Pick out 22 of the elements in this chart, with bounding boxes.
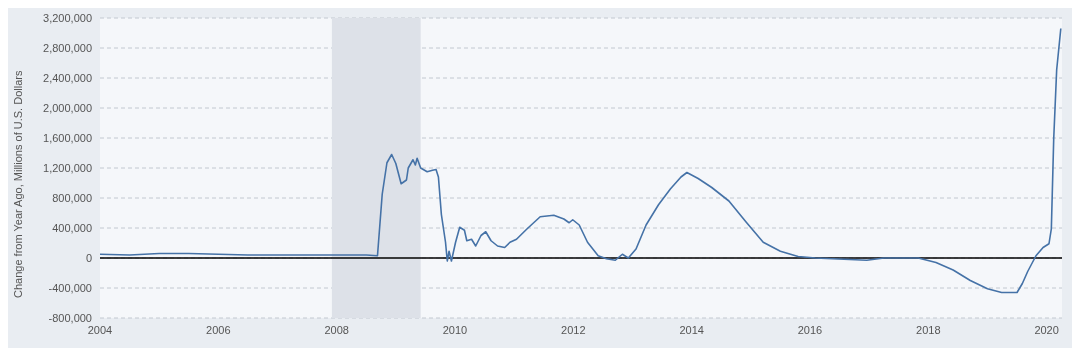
x-tick-label: 2010 (442, 323, 468, 336)
y-tick-label: 3,200,000 (43, 11, 92, 24)
line-series (100, 27, 1062, 294)
y-tick-label: 400,000 (52, 221, 92, 234)
x-tick-label: 2008 (324, 323, 349, 336)
y-tick-label: 800,000 (52, 191, 92, 204)
y-axis-title: Change from Year Ago, Millions of U.S. Dollars (11, 70, 24, 298)
y-tick-label: -400,000 (48, 281, 92, 294)
x-tick-label: 2018 (916, 323, 941, 336)
y-tick-label: 2,800,000 (43, 41, 92, 54)
y-tick-label: 0 (85, 251, 92, 264)
x-tick-label: 2016 (797, 323, 823, 336)
y-tick-label: 1,600,000 (43, 131, 92, 144)
y-tick-label: 2,400,000 (43, 71, 92, 84)
y-tick-label: -800,000 (48, 311, 92, 324)
y-tick-label: 2,000,000 (43, 101, 92, 114)
x-tick-label: 2006 (206, 323, 231, 336)
x-tick-label: 2004 (87, 323, 113, 336)
x-tick-label: 2012 (561, 323, 586, 336)
x-tick-label: 2020 (1034, 323, 1059, 336)
y-tick-label: 1,200,000 (43, 161, 92, 174)
x-tick-label: 2014 (679, 323, 704, 336)
